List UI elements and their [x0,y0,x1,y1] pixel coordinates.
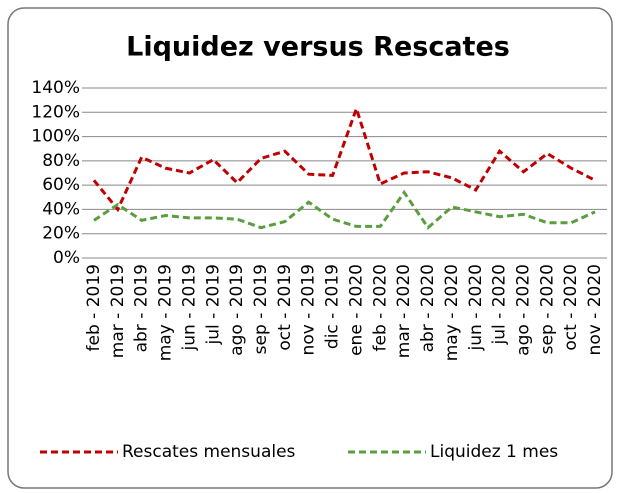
legend-label: Rescates mensuales [122,442,296,462]
x-tick-label: sep - 2020 [537,264,557,354]
y-tick-label: 80% [42,151,80,171]
y-tick-label: 20% [42,224,80,244]
x-tick-label: may - 2019 [156,264,176,361]
line-series [92,103,596,213]
y-tick-label: 120% [31,102,80,122]
y-tick-label: 40% [42,199,80,219]
x-tick-label: jun - 2019 [179,264,199,351]
x-tick-label: may - 2020 [442,264,462,361]
chart-frame [7,7,613,489]
x-tick-label: ago - 2020 [513,264,533,356]
x-tick-label: jul - 2019 [203,264,223,345]
x-tick-label: ago - 2019 [227,264,247,356]
x-tick-label: dic - 2019 [323,264,343,349]
y-tick-label: 100% [31,127,80,147]
y-tick-label: 60% [42,175,80,195]
x-tick-label: mar - 2019 [108,264,128,358]
legend-label: Liquidez 1 mes [430,442,558,462]
x-tick-label: nov - 2020 [585,264,605,355]
x-tick-label: mar - 2020 [394,264,414,358]
x-tick-label: abr - 2019 [132,264,152,352]
x-tick-label: ene - 2020 [346,264,366,356]
x-tick-label: feb - 2020 [370,264,390,351]
x-tick-label: jun - 2020 [466,264,486,351]
x-tick-label: oct - 2019 [275,264,295,351]
y-tick-label: 140% [31,78,80,98]
y-tick-label: 0% [53,248,80,268]
x-tick-label: feb - 2019 [84,264,104,351]
x-tick-label: abr - 2020 [418,264,438,352]
x-tick-label: oct - 2020 [561,264,581,351]
line-series [93,189,596,230]
x-tick-label: jul - 2020 [490,264,510,345]
x-tick-label: nov - 2019 [299,264,319,355]
x-tick-label: sep - 2019 [251,264,271,354]
chart-title: Liquidez versus Rescates [126,32,510,63]
